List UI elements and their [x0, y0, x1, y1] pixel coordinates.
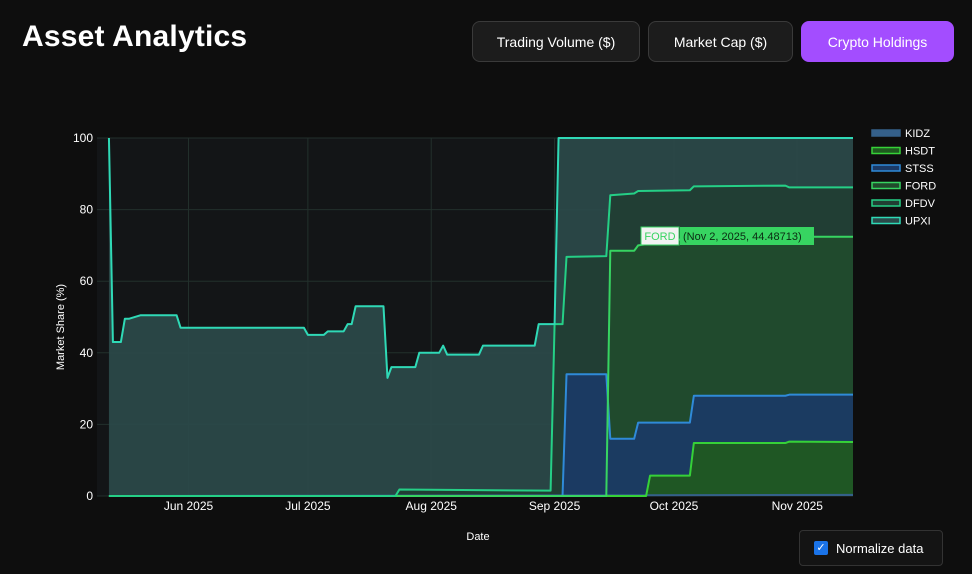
normalize-label: Normalize data: [836, 540, 924, 556]
x-tick-label: Jul 2025: [285, 499, 331, 513]
tooltip-series-label: FORD: [644, 231, 675, 243]
x-tick-label: Sep 2025: [529, 499, 581, 513]
legend-swatch: [871, 146, 901, 155]
legend[interactable]: KIDZ HSDT STSS FORD DFDV UPXI: [871, 128, 936, 228]
line-upxi: [107, 137, 853, 379]
legend-swatch: [871, 199, 901, 207]
legend-item-hsdt[interactable]: HSDT: [871, 146, 935, 158]
tab-market-cap[interactable]: Market Cap ($): [648, 21, 793, 62]
legend-swatch: [871, 129, 901, 137]
legend-label: FORD: [905, 181, 936, 193]
legend-swatch: [871, 216, 901, 225]
legend-swatch: [871, 164, 901, 172]
tab-crypto-holdings[interactable]: Crypto Holdings: [801, 21, 954, 62]
legend-label: HSDT: [905, 146, 935, 158]
legend-item-dfdv[interactable]: DFDV: [871, 198, 936, 210]
x-tick-label: Oct 2025: [650, 499, 699, 513]
chart-tabs: Trading Volume ($) Market Cap ($) Crypto…: [472, 21, 954, 62]
x-tick-label: Nov 2025: [772, 499, 824, 513]
legend-label: DFDV: [905, 198, 936, 210]
axes: 0 20 40 60 80 100 Jun 2025 Jul 2025 Aug 2025 Sep …: [55, 131, 823, 543]
legend-item-kidz[interactable]: KIDZ: [871, 128, 930, 140]
line-stss: [108, 373, 853, 497]
x-tick-label: Jun 2025: [164, 499, 214, 513]
y-tick-label: 0: [86, 489, 93, 503]
legend-label: KIDZ: [905, 128, 930, 140]
area-hsdt: [108, 441, 854, 496]
line-dfdv: [108, 184, 853, 497]
y-tick-label: 60: [80, 274, 94, 288]
legend-item-upxi[interactable]: UPXI: [871, 216, 931, 228]
line-layer: [107, 137, 854, 497]
x-tick-label: Aug 2025: [406, 499, 458, 513]
legend-label: UPXI: [905, 216, 931, 228]
tooltip-value-text: (Nov 2, 2025, 44.48713): [683, 231, 802, 243]
normalize-toggle[interactable]: ✓ Normalize data: [799, 530, 943, 566]
x-axis-title: Date: [466, 531, 489, 543]
legend-item-stss[interactable]: STSS: [871, 163, 934, 175]
y-tick-label: 20: [80, 417, 94, 431]
tooltip-series-box: [640, 226, 680, 246]
legend-item-ford[interactable]: FORD: [871, 181, 936, 193]
legend-label: STSS: [905, 163, 934, 175]
area-stss: [108, 374, 854, 496]
y-tick-label: 80: [80, 203, 94, 217]
legend-swatch: [871, 181, 901, 190]
y-tick-label: 40: [80, 346, 94, 360]
normalize-checkbox[interactable]: ✓: [814, 541, 828, 555]
y-tick-label: 100: [73, 131, 93, 145]
tooltip-pointer: [801, 227, 814, 245]
hover-tooltip: FORD (Nov 2, 2025, 44.48713): [640, 226, 814, 246]
tooltip-value-box: [680, 227, 814, 245]
line-hsdt: [108, 440, 854, 497]
page-title: Asset Analytics: [22, 20, 248, 53]
tab-trading-volume[interactable]: Trading Volume ($): [472, 21, 640, 62]
y-axis-title: Market Share (%): [55, 284, 67, 370]
